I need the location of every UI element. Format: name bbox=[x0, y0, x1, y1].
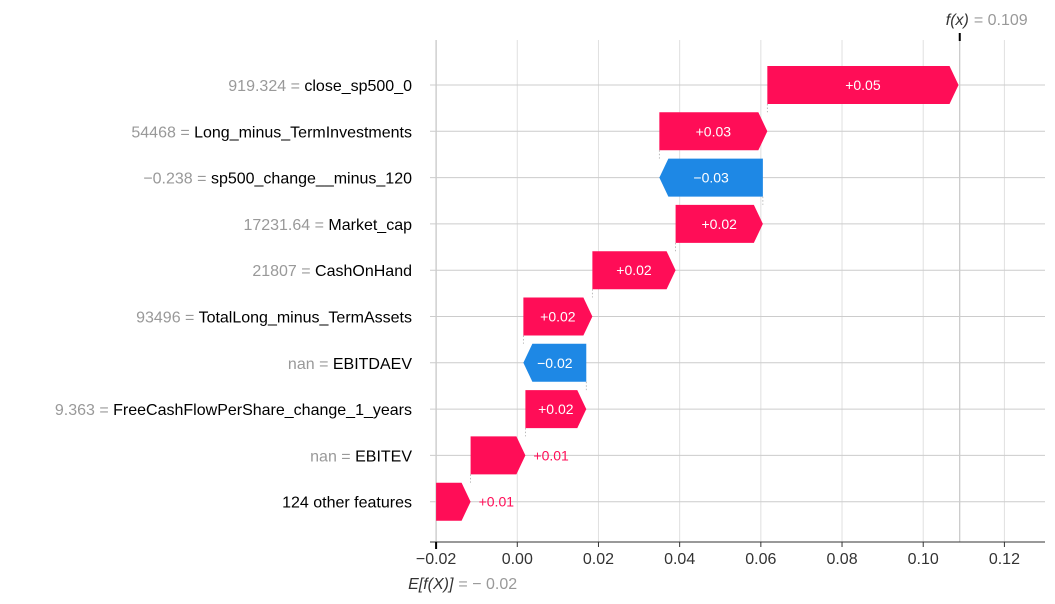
bar-value-label: +0.02 bbox=[616, 262, 652, 278]
contribution-bar bbox=[592, 251, 676, 290]
bar-value-label: +0.02 bbox=[540, 309, 576, 325]
feature-name: Market_cap bbox=[328, 217, 412, 234]
x-tick-label: 0.02 bbox=[583, 551, 614, 568]
efx-prefix: E[f(X)] bbox=[408, 576, 454, 593]
feature-name: sp500_change__minus_120 bbox=[211, 171, 412, 188]
fx-value: = 0.109 bbox=[974, 12, 1028, 29]
feature-value: −0.238 bbox=[143, 171, 192, 188]
bar-value-label: +0.05 bbox=[845, 77, 881, 93]
equals-sign: = bbox=[337, 448, 355, 465]
contribution-bar bbox=[523, 297, 593, 336]
feature-value: 54468 bbox=[131, 124, 176, 141]
feature-value: nan bbox=[288, 356, 315, 373]
feature-value: 21807 bbox=[252, 263, 297, 280]
feature-label: nan = EBITDAEV bbox=[288, 356, 412, 373]
feature-label: 93496 = TotalLong_minus_TermAssets bbox=[136, 310, 412, 327]
contribution-bar bbox=[470, 436, 526, 475]
feature-name: FreeCashFlowPerShare_change_1_years bbox=[113, 402, 412, 419]
feature-value: nan bbox=[310, 448, 337, 465]
bar-value-label: +0.01 bbox=[479, 494, 515, 510]
feature-name: close_sp500_0 bbox=[304, 78, 412, 95]
feature-label: 124 other features bbox=[282, 495, 412, 512]
contribution-bar bbox=[659, 112, 768, 151]
x-tick-label: −0.02 bbox=[416, 551, 457, 568]
x-tick-label: 0.10 bbox=[908, 551, 939, 568]
contribution-bar bbox=[659, 158, 763, 197]
feature-name: 124 other features bbox=[282, 495, 412, 512]
feature-name: CashOnHand bbox=[315, 263, 412, 280]
feature-name: EBITDAEV bbox=[333, 356, 412, 373]
fx-prefix: f(x) bbox=[946, 12, 969, 29]
x-axis: −0.02 0.00 0.02 0.04 0.06 0.08 0.10 0.12 bbox=[416, 541, 1045, 568]
equals-sign: = bbox=[176, 124, 194, 141]
bar-value-label: +0.03 bbox=[696, 123, 732, 139]
feature-label: 919.324 = close_sp500_0 bbox=[228, 78, 412, 95]
feature-value: 919.324 bbox=[228, 78, 286, 95]
base-value-annotation: E[f(X)] = − 0.02 bbox=[408, 576, 517, 593]
bar-value-label: +0.02 bbox=[702, 216, 738, 232]
feature-value: 17231.64 bbox=[243, 217, 310, 234]
feature-label: −0.238 = sp500_change__minus_120 bbox=[143, 171, 412, 188]
feature-label: 17231.64 = Market_cap bbox=[243, 217, 412, 234]
x-tick-label: 0.12 bbox=[989, 551, 1020, 568]
contribution-bar bbox=[523, 343, 587, 382]
contribution-bar bbox=[767, 66, 959, 104]
final-value-annotation: f(x) = 0.109 bbox=[946, 12, 1028, 29]
equals-sign: = bbox=[95, 402, 113, 419]
equals-sign: = bbox=[315, 356, 333, 373]
contribution-bar bbox=[525, 390, 587, 429]
feature-label: 54468 = Long_minus_TermInvestments bbox=[131, 124, 412, 141]
feature-label: 21807 = CashOnHand bbox=[252, 263, 412, 280]
feature-label: 9.363 = FreeCashFlowPerShare_change_1_ye… bbox=[55, 402, 412, 419]
x-tick-label: 0.00 bbox=[502, 551, 533, 568]
bar-value-label: −0.02 bbox=[537, 355, 573, 371]
efx-value: = − 0.02 bbox=[458, 576, 517, 593]
equals-sign: = bbox=[286, 78, 304, 95]
x-tick-label: 0.06 bbox=[745, 551, 776, 568]
equals-sign: = bbox=[297, 263, 315, 280]
equals-sign: = bbox=[310, 217, 328, 234]
contribution-bar bbox=[675, 204, 763, 243]
feature-name: TotalLong_minus_TermAssets bbox=[199, 310, 412, 327]
contribution-bar bbox=[436, 482, 471, 521]
x-tick-label: 0.08 bbox=[826, 551, 857, 568]
contribution-bars: +0.05 +0.03 −0.03 +0.02 +0.02 +0.02 −0.02 +0.02… bbox=[436, 66, 959, 521]
bar-value-label: +0.02 bbox=[538, 401, 574, 417]
feature-rows: 919.324 = close_sp500_0 54468 = Long_minu… bbox=[55, 78, 1045, 512]
feature-label: nan = EBITEV bbox=[310, 448, 412, 465]
feature-name: EBITEV bbox=[355, 448, 412, 465]
value-annotations: f(x) = 0.109 E[f(X)] = − 0.02 bbox=[408, 12, 1028, 593]
x-tick-label: 0.04 bbox=[664, 551, 695, 568]
equals-sign: = bbox=[193, 171, 211, 188]
feature-value: 9.363 bbox=[55, 402, 95, 419]
bar-value-label: +0.01 bbox=[533, 447, 569, 463]
bar-value-label: −0.03 bbox=[693, 170, 729, 186]
equals-sign: = bbox=[181, 310, 199, 327]
feature-value: 93496 bbox=[136, 310, 181, 327]
feature-name: Long_minus_TermInvestments bbox=[194, 124, 412, 141]
